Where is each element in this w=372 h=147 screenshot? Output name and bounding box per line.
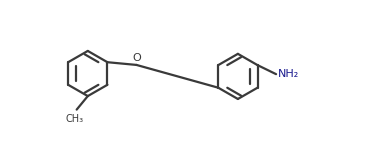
Text: NH₂: NH₂	[278, 69, 299, 79]
Text: O: O	[132, 53, 141, 63]
Text: CH₃: CH₃	[66, 114, 84, 124]
